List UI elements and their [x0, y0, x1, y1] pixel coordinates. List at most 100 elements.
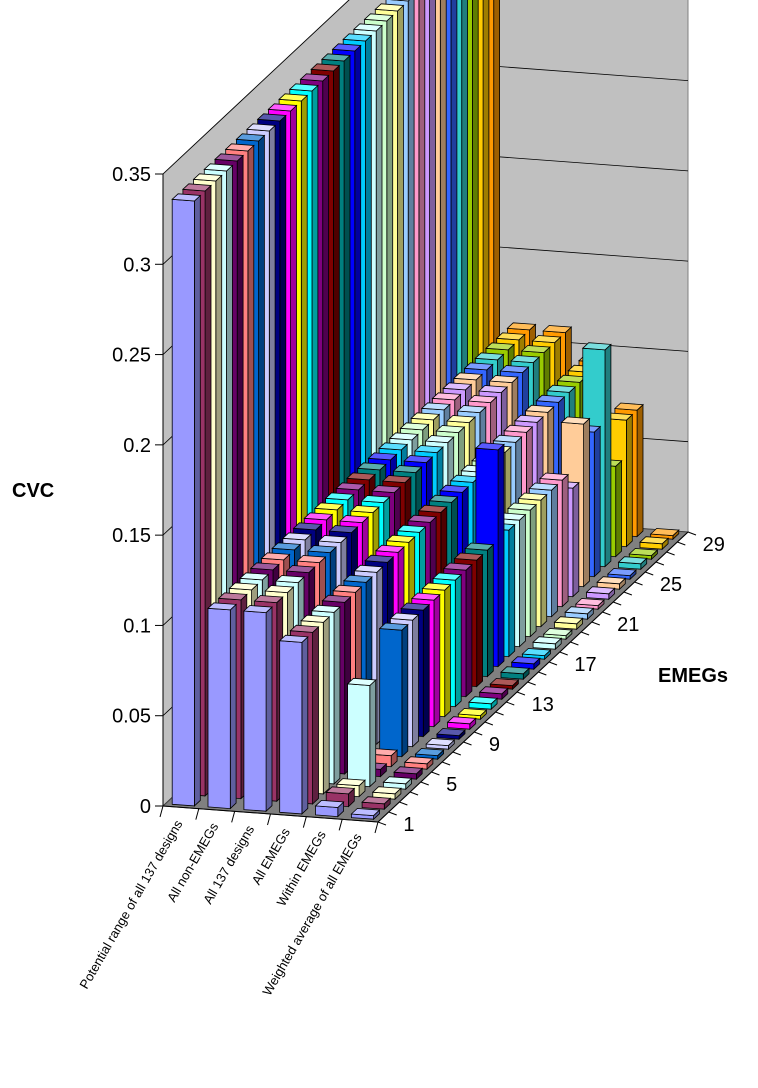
depth-tick-label: 1	[403, 814, 414, 836]
bar-top	[346, 677, 377, 686]
bar	[207, 602, 238, 810]
bar-top	[510, 355, 541, 364]
bar-top	[271, 542, 302, 551]
y-tick-label: 0.05	[112, 706, 151, 728]
bar-side	[583, 417, 590, 588]
bar-top	[452, 372, 483, 381]
bar-top	[432, 572, 463, 581]
bar-top	[307, 545, 338, 554]
depth-tick-label: 25	[660, 574, 682, 596]
bar-top	[214, 153, 245, 162]
depth-tick-label: 21	[617, 614, 639, 636]
bar-top	[300, 614, 331, 623]
bar-top	[203, 163, 234, 172]
depth-tick-mark	[452, 751, 462, 756]
bar-top	[628, 548, 659, 557]
bar-top	[321, 594, 352, 603]
bar-top	[649, 528, 680, 537]
bar-top	[500, 666, 531, 675]
bar-top	[596, 576, 627, 585]
bar	[500, 666, 531, 681]
bar-top	[274, 575, 305, 584]
bar-top	[171, 193, 202, 202]
bar-top	[181, 183, 212, 192]
bar-top	[585, 586, 616, 595]
bar-top	[507, 502, 538, 511]
bar	[649, 528, 680, 541]
y-tick-label: 0.3	[123, 254, 151, 276]
bar-top	[403, 455, 434, 464]
depth-tick-mark	[559, 651, 568, 656]
bar-top	[492, 434, 523, 443]
bar-top	[378, 622, 409, 631]
bar-top	[328, 525, 359, 534]
bar-top	[428, 494, 459, 503]
y-tick-label: 0.2	[123, 435, 151, 457]
depth-tick-label: 9	[489, 734, 500, 756]
bar-top	[424, 435, 455, 444]
bar	[435, 728, 466, 741]
bar-top	[474, 442, 505, 451]
bar-top	[542, 628, 573, 637]
bar-side	[519, 513, 526, 648]
bar-top	[192, 173, 223, 182]
x-tick-mark	[159, 805, 164, 818]
bar	[403, 756, 434, 771]
x-tick-mark	[302, 816, 307, 828]
bar-top	[420, 402, 451, 411]
bar	[361, 796, 392, 811]
depth-tick-mark	[474, 731, 483, 736]
bar-side	[422, 603, 430, 738]
y-tick-label: 0.25	[112, 345, 151, 367]
depth-tick-mark	[463, 741, 472, 746]
bars	[171, 0, 680, 821]
bar-side	[626, 413, 633, 548]
bar-top	[288, 83, 319, 92]
bar-top	[532, 636, 563, 645]
bar-top	[478, 686, 509, 695]
depth-tick-mark	[388, 811, 397, 816]
bar-side	[433, 593, 441, 728]
bar-front	[379, 628, 403, 758]
bar-top	[352, 23, 383, 32]
bar-top	[499, 365, 530, 374]
bar-top	[363, 13, 394, 22]
bar-top	[296, 555, 327, 564]
bar-top	[442, 562, 473, 571]
bar-side	[412, 613, 419, 748]
bar-top	[396, 524, 427, 533]
bar-top	[464, 542, 495, 551]
bar	[242, 605, 273, 813]
bar-top	[278, 634, 309, 643]
y-tick-label: 0.1	[123, 615, 151, 637]
bar-top	[285, 565, 316, 574]
bar-top	[356, 462, 387, 471]
bar-top	[242, 605, 273, 614]
bar	[468, 696, 499, 711]
depth-tick-mark	[527, 681, 536, 686]
bar-top	[367, 452, 398, 461]
bar-top	[267, 103, 298, 112]
bar-top	[342, 574, 373, 583]
bar-top	[535, 394, 566, 403]
bar	[278, 634, 309, 815]
bar-top	[425, 738, 456, 747]
bar-top	[564, 606, 595, 615]
y-tick-label: 0	[140, 796, 151, 818]
bar-top	[488, 375, 519, 384]
bar-top	[349, 505, 380, 514]
bar-top	[456, 405, 487, 414]
bar-top	[360, 495, 391, 504]
bar-top	[410, 592, 441, 601]
bar-side	[604, 343, 612, 568]
bar-front	[207, 607, 231, 810]
bar-top	[278, 93, 309, 102]
bar-top	[513, 414, 544, 423]
x-tick-label: Potential range of all 137 designs	[76, 817, 185, 991]
bar	[346, 677, 377, 788]
bar-top	[389, 612, 420, 621]
depth-axis-title: EMEGs	[658, 665, 728, 687]
bar-top	[542, 325, 573, 334]
